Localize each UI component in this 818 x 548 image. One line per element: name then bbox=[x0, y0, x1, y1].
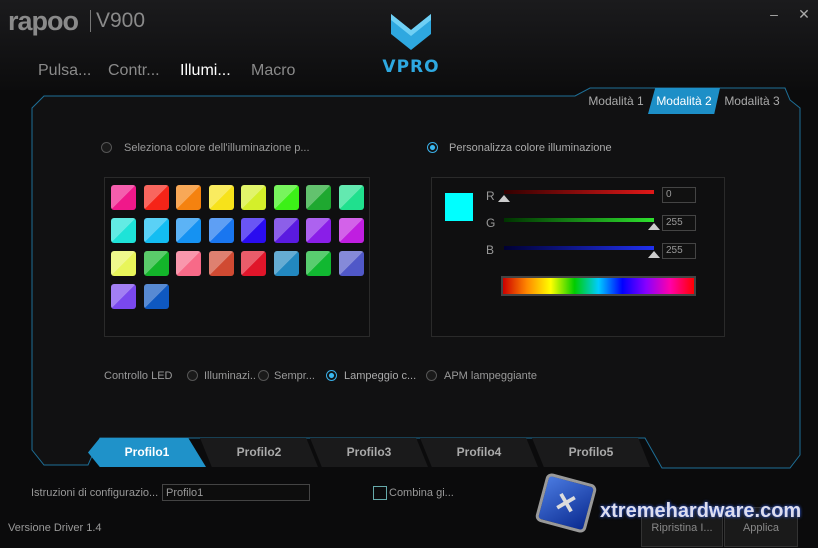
rgb-panel bbox=[431, 177, 725, 337]
brand-logo: rapoo bbox=[8, 6, 79, 36]
led-option-radio[interactable] bbox=[187, 370, 198, 381]
color-swatch[interactable] bbox=[241, 251, 266, 276]
b-slider[interactable] bbox=[504, 246, 654, 250]
color-swatch[interactable] bbox=[143, 251, 169, 276]
config-label: Istruzioni di configurazio... bbox=[31, 487, 159, 499]
color-swatch[interactable] bbox=[111, 218, 136, 243]
color-swatch[interactable] bbox=[306, 251, 331, 276]
color-swatch[interactable] bbox=[111, 251, 136, 276]
color-swatch[interactable] bbox=[111, 185, 136, 210]
color-swatch[interactable] bbox=[273, 185, 299, 210]
tab-macro[interactable]: Macro bbox=[251, 62, 296, 79]
r-slider-thumb[interactable] bbox=[498, 195, 510, 202]
tab-controllo[interactable]: Contr... bbox=[108, 62, 160, 79]
color-swatch[interactable] bbox=[306, 218, 331, 243]
mode-1-tab[interactable]: Modalità 1 bbox=[588, 94, 644, 108]
vpro-logo: VPRO bbox=[372, 12, 450, 77]
tab-pulsanti[interactable]: Pulsa... bbox=[38, 62, 92, 79]
minimize-button[interactable]: – bbox=[770, 6, 778, 22]
divider bbox=[90, 10, 91, 32]
color-spectrum-picker[interactable] bbox=[501, 276, 696, 296]
color-swatch[interactable] bbox=[143, 218, 169, 243]
watermark-text: xtremehardware.com bbox=[600, 500, 802, 522]
preset-color-radio[interactable] bbox=[101, 142, 112, 153]
profile-tab-5[interactable]: Profilo5 bbox=[532, 438, 650, 467]
color-swatch[interactable] bbox=[273, 218, 299, 243]
led-option-label: Sempr... bbox=[274, 370, 315, 382]
led-option-radio[interactable] bbox=[258, 370, 269, 381]
color-swatch[interactable] bbox=[176, 218, 201, 243]
color-swatch[interactable] bbox=[306, 185, 331, 210]
g-slider[interactable] bbox=[504, 218, 654, 222]
r-slider[interactable] bbox=[504, 190, 654, 194]
color-swatch[interactable] bbox=[176, 251, 201, 276]
color-preview bbox=[445, 193, 473, 221]
color-swatch[interactable] bbox=[338, 251, 364, 276]
color-swatch[interactable] bbox=[143, 284, 169, 309]
led-option-radio[interactable] bbox=[326, 370, 337, 381]
led-option-label: APM lampeggiante bbox=[444, 370, 537, 382]
mode-2-tab[interactable]: Modalità 2 bbox=[648, 88, 720, 114]
profile-name-input[interactable]: Profilo1 bbox=[162, 484, 310, 501]
custom-color-radio[interactable] bbox=[427, 142, 438, 153]
color-swatch[interactable] bbox=[208, 251, 234, 276]
custom-color-label: Personalizza colore illuminazione bbox=[449, 142, 612, 154]
g-slider-thumb[interactable] bbox=[648, 223, 660, 230]
color-swatch[interactable] bbox=[111, 284, 136, 309]
led-option-label: Lampeggio c... bbox=[344, 370, 417, 382]
b-value-input[interactable]: 255 bbox=[662, 243, 696, 259]
color-swatch[interactable] bbox=[338, 185, 364, 210]
profile-tab-1[interactable]: Profilo1 bbox=[88, 438, 206, 467]
combine-label: Combina gi... bbox=[389, 487, 454, 499]
color-swatch[interactable] bbox=[208, 185, 234, 210]
g-value-input[interactable]: 255 bbox=[662, 215, 696, 231]
driver-version: Versione Driver 1.4 bbox=[8, 522, 102, 534]
mode-3-tab[interactable]: Modalità 3 bbox=[724, 94, 780, 108]
color-swatch[interactable] bbox=[241, 185, 266, 210]
g-label: G bbox=[486, 216, 496, 230]
profile-tab-2[interactable]: Profilo2 bbox=[200, 438, 318, 467]
color-swatch[interactable] bbox=[241, 218, 266, 243]
color-swatch[interactable] bbox=[273, 251, 299, 276]
led-option-label: Illuminazi.. bbox=[204, 370, 256, 382]
color-swatch[interactable] bbox=[208, 218, 234, 243]
color-swatch[interactable] bbox=[143, 185, 169, 210]
tab-illuminazione[interactable]: Illumi... bbox=[180, 62, 231, 79]
profile-tab-4[interactable]: Profilo4 bbox=[420, 438, 538, 467]
preset-color-label: Seleziona colore dell'illuminazione p... bbox=[124, 142, 310, 154]
r-value-input[interactable]: 0 bbox=[662, 187, 696, 203]
close-button[interactable]: ✕ bbox=[798, 6, 810, 22]
vpro-chevron-icon bbox=[391, 14, 431, 50]
r-label: R bbox=[486, 189, 495, 203]
b-slider-thumb[interactable] bbox=[648, 251, 660, 258]
led-option-radio[interactable] bbox=[426, 370, 437, 381]
b-label: B bbox=[486, 243, 495, 257]
combine-checkbox[interactable] bbox=[373, 486, 387, 500]
color-swatch[interactable] bbox=[176, 185, 201, 210]
led-control-label: Controllo LED bbox=[104, 370, 173, 382]
model-name: V900 bbox=[96, 9, 146, 32]
color-swatch[interactable] bbox=[338, 218, 364, 243]
profile-tab-3[interactable]: Profilo3 bbox=[310, 438, 428, 467]
